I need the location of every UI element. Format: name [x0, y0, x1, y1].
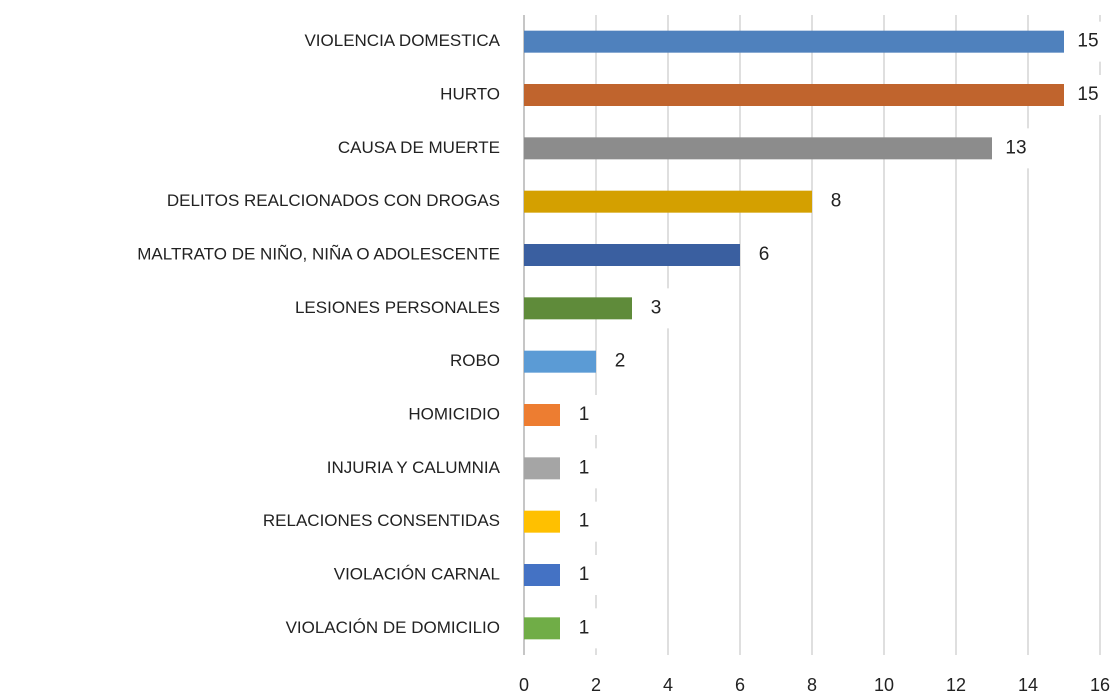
y-tick-label: HOMICIDIO: [408, 404, 500, 423]
value-label: 6: [759, 244, 770, 265]
value-label: 13: [1005, 137, 1026, 158]
bar: [524, 404, 560, 426]
value-label: 1: [579, 564, 590, 585]
bar: [524, 190, 812, 213]
bar: [524, 84, 1064, 106]
bar: [524, 564, 560, 586]
value-label-bg: [818, 181, 854, 222]
x-tick-label: 14: [1018, 675, 1038, 695]
value-label: 1: [579, 404, 590, 425]
value-label-bg: [566, 395, 602, 435]
value-label: 8: [831, 191, 842, 212]
value-label: 2: [615, 351, 626, 372]
value-label: 1: [579, 511, 590, 532]
x-tick-label: 0: [519, 675, 529, 695]
value-label-bg: [638, 288, 674, 329]
value-label-bg: [1070, 21, 1106, 62]
value-label-bg: [1070, 75, 1106, 115]
bar: [524, 244, 740, 266]
y-tick-label: DELITOS REALCIONADOS CON DROGAS: [167, 191, 500, 210]
y-tick-label: HURTO: [440, 84, 500, 103]
value-label: 3: [651, 297, 662, 318]
value-label-bg: [566, 608, 602, 649]
value-label-bg: [566, 555, 602, 595]
bar: [524, 297, 632, 320]
value-label-bg: [566, 448, 602, 489]
value-label-bg: [998, 128, 1034, 169]
value-label-bg: [602, 341, 638, 382]
y-tick-label: MALTRATO DE NIÑO, NIÑA O ADOLESCENTE: [137, 244, 500, 263]
value-label: 15: [1077, 84, 1098, 105]
bar: [524, 457, 560, 480]
x-tick-label: 16: [1090, 675, 1110, 695]
y-tick-label: RELACIONES CONSENTIDAS: [263, 511, 500, 530]
value-label: 1: [579, 457, 590, 478]
bar: [524, 510, 560, 533]
x-tick-label: 4: [663, 675, 673, 695]
value-label-bg: [746, 235, 782, 275]
y-tick-label: LESIONES PERSONALES: [295, 298, 500, 317]
y-tick-label: VIOLACIÓN CARNAL: [334, 564, 500, 583]
y-tick-label: VIOLACIÓN DE DOMICILIO: [286, 618, 500, 637]
x-tick-label: 2: [591, 675, 601, 695]
value-label-bg: [566, 501, 602, 542]
x-tick-label: 6: [735, 675, 745, 695]
bar: [524, 137, 992, 160]
y-tick-label: CAUSA DE MUERTE: [338, 138, 500, 157]
bar: [524, 350, 596, 373]
bar: [524, 617, 560, 640]
y-tick-label: VIOLENCIA DOMESTICA: [304, 31, 500, 50]
value-label: 1: [579, 617, 590, 638]
value-label: 15: [1077, 31, 1098, 52]
x-tick-label: 12: [946, 675, 966, 695]
y-tick-label: INJURIA Y CALUMNIA: [327, 458, 501, 477]
x-tick-label: 10: [874, 675, 894, 695]
x-tick-label: 8: [807, 675, 817, 695]
y-tick-label: ROBO: [450, 351, 500, 370]
bar: [524, 30, 1064, 53]
